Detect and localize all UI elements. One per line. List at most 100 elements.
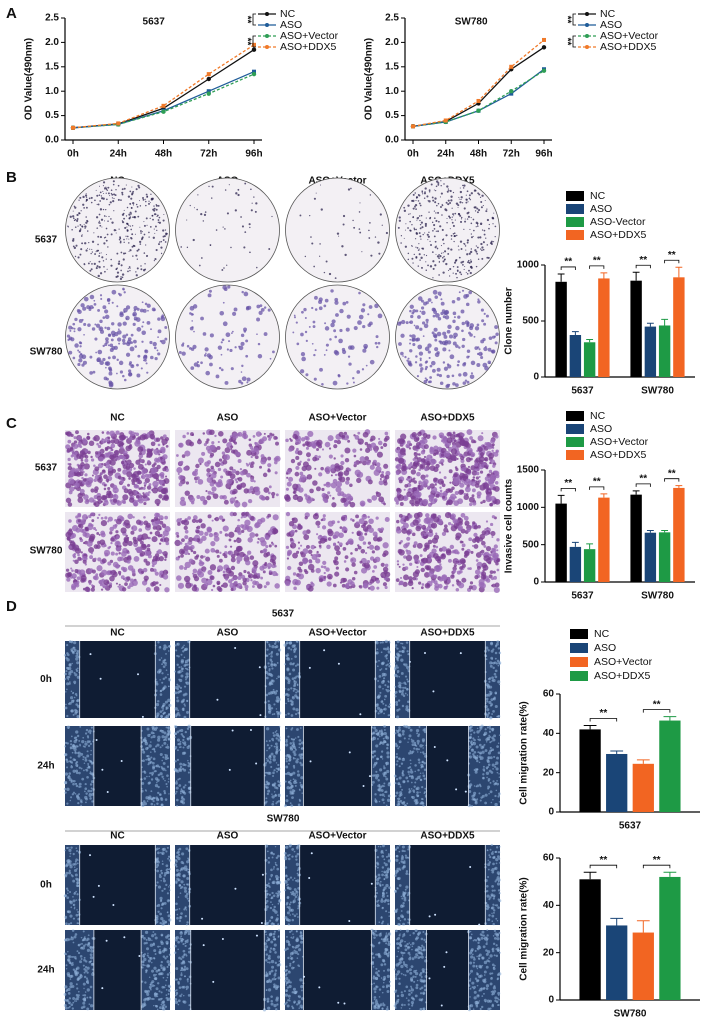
cell [377, 712, 380, 715]
cell [77, 464, 83, 470]
colony [77, 309, 82, 315]
cell [80, 767, 83, 770]
cell [372, 531, 378, 537]
cell [396, 715, 400, 719]
cell [401, 646, 404, 648]
cell [446, 579, 451, 584]
cell [383, 463, 389, 469]
colony [475, 265, 478, 268]
cell [319, 537, 326, 544]
cell [268, 665, 270, 668]
colony [397, 226, 400, 229]
cell [207, 460, 211, 465]
cell [489, 570, 494, 574]
cell [94, 466, 100, 472]
cell [449, 453, 456, 461]
migrated-cell [259, 714, 262, 717]
colony [487, 347, 492, 352]
colony [452, 213, 455, 216]
cell [296, 487, 301, 492]
cell [423, 547, 428, 552]
cell [494, 651, 498, 655]
colony [447, 253, 450, 255]
cell [273, 642, 277, 646]
colony [465, 293, 470, 298]
cell [176, 467, 183, 474]
cell [398, 479, 403, 484]
cell [375, 640, 378, 643]
cell [229, 473, 236, 480]
cell [135, 519, 142, 525]
colony [425, 301, 429, 305]
cell [230, 565, 236, 571]
colony [99, 272, 103, 275]
cell [295, 713, 298, 716]
colony [135, 203, 138, 206]
cell [207, 449, 213, 454]
cell [441, 531, 447, 536]
cell [78, 523, 84, 529]
colony [76, 218, 79, 220]
cell [420, 480, 428, 488]
cell [340, 454, 344, 458]
cell [483, 482, 489, 489]
colony-dish [395, 177, 500, 283]
cell [489, 661, 493, 665]
cell [497, 680, 501, 684]
cell [489, 664, 493, 668]
cell [379, 691, 382, 694]
colony [135, 188, 138, 191]
colony [458, 196, 460, 199]
cell [384, 639, 388, 643]
colony [459, 190, 463, 194]
colony [108, 203, 111, 206]
colony [111, 289, 117, 295]
cell [167, 673, 169, 676]
cell [271, 491, 276, 497]
cell [404, 566, 409, 571]
colony [113, 197, 115, 200]
cell [131, 481, 136, 486]
colony [464, 379, 468, 382]
colony [81, 242, 84, 245]
cell [487, 712, 491, 715]
dish [395, 284, 500, 390]
cell [492, 486, 497, 491]
cell [93, 478, 97, 482]
cell [421, 524, 427, 530]
cell [459, 482, 465, 488]
cell [295, 708, 299, 712]
wound-image [173, 639, 282, 719]
cell [271, 495, 275, 499]
cell [161, 459, 165, 462]
colony [360, 308, 366, 313]
colony [481, 246, 484, 249]
cell [104, 516, 108, 520]
colony [160, 240, 163, 243]
colony [79, 224, 82, 226]
cell [285, 545, 290, 549]
cell [232, 512, 237, 517]
colony [313, 377, 317, 381]
cell [252, 435, 256, 438]
cell [102, 585, 105, 588]
colony [72, 356, 76, 360]
colony [105, 215, 107, 217]
cell [203, 443, 207, 447]
cell [457, 517, 462, 521]
colony [79, 253, 82, 256]
cell [297, 573, 305, 580]
colony [414, 206, 416, 208]
colony [152, 208, 155, 211]
colony [209, 362, 213, 367]
cell [449, 433, 456, 440]
colony [483, 312, 486, 315]
cell [455, 535, 461, 541]
cell [315, 520, 321, 526]
colony [158, 241, 161, 243]
colony [468, 261, 471, 264]
colony [110, 192, 113, 195]
cell [349, 501, 356, 508]
cell [216, 582, 220, 586]
cell [176, 687, 180, 691]
